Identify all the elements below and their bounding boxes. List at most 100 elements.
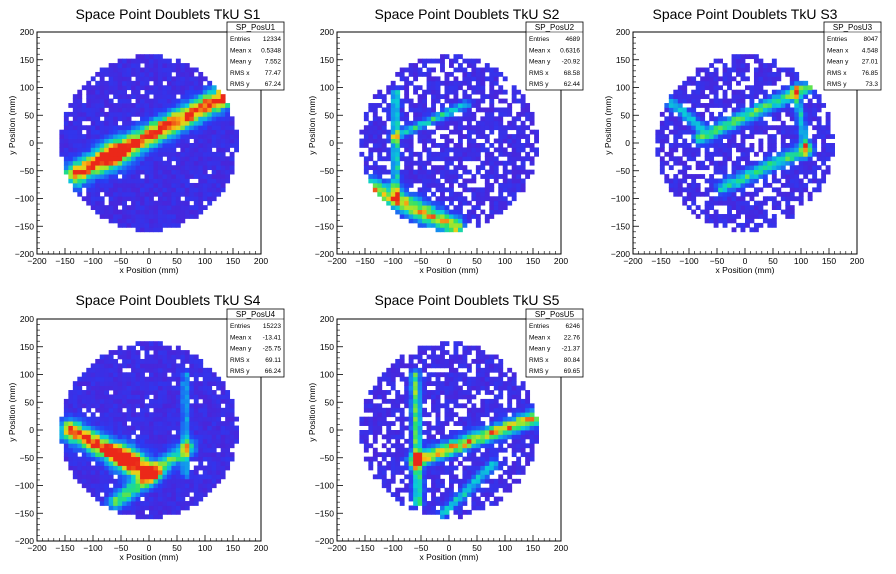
heatmap-cell — [135, 125, 141, 131]
heatmap-cell — [413, 71, 419, 77]
heatmap-cell — [229, 430, 235, 435]
heatmap-cell — [767, 218, 773, 224]
heatmap-cell — [198, 381, 204, 386]
heatmap-cell — [431, 107, 436, 113]
heatmap-cell — [72, 143, 78, 148]
heatmap-cell — [502, 165, 508, 171]
heatmap-cell — [520, 98, 526, 104]
heatmap-cell — [149, 456, 154, 462]
heatmap-cell — [511, 178, 517, 184]
stats-value: -13.41 — [263, 334, 282, 341]
heatmap-cell — [131, 385, 136, 391]
heatmap-cell — [807, 156, 813, 162]
heatmap-cell — [202, 120, 208, 126]
heatmap-cell — [122, 71, 127, 77]
heatmap-cell — [198, 160, 204, 166]
heatmap-cell — [86, 98, 92, 104]
heatmap-cell — [695, 80, 701, 86]
heatmap-cell — [216, 178, 222, 184]
heatmap-cell — [72, 398, 78, 404]
heatmap-cell — [207, 98, 213, 104]
heatmap-cell — [184, 465, 190, 471]
heatmap-cell — [193, 165, 199, 171]
heatmap-cell — [758, 169, 764, 175]
heatmap-cell — [126, 98, 132, 104]
heatmap-cell — [166, 505, 172, 511]
heatmap-cell — [780, 191, 786, 197]
heatmap-cell — [189, 358, 195, 364]
heatmap-cell — [372, 143, 378, 148]
heatmap-cell — [722, 76, 728, 82]
heatmap-cell — [785, 169, 791, 175]
heatmap-cell — [457, 218, 463, 224]
stats-value: 76.85 — [862, 70, 879, 77]
heatmap-cell — [507, 156, 513, 162]
heatmap-cell — [198, 483, 204, 489]
heatmap-cell — [180, 474, 186, 480]
heatmap-cell — [207, 196, 213, 202]
heatmap-cell — [77, 385, 83, 391]
heatmap-cell — [377, 412, 383, 418]
heatmap-cell — [404, 196, 410, 202]
heatmap-cell — [736, 67, 741, 73]
heatmap-cell — [68, 125, 74, 131]
heatmap-cell — [404, 76, 410, 82]
heatmap-cell — [520, 134, 526, 139]
heatmap-cell — [180, 147, 186, 153]
heatmap-cell — [413, 443, 419, 449]
heatmap-cell — [444, 111, 450, 117]
heatmap-cell — [453, 222, 459, 228]
heatmap-cell — [189, 67, 195, 73]
heatmap-cell — [166, 367, 172, 373]
heatmap-cell — [520, 125, 526, 131]
heatmap-cell — [408, 434, 414, 440]
heatmap-cell — [422, 174, 427, 179]
heatmap-cell — [718, 120, 723, 126]
heatmap-cell — [202, 129, 208, 135]
heatmap-cell — [395, 358, 401, 364]
heatmap-cell — [207, 372, 213, 378]
heatmap-cell — [171, 469, 177, 475]
heatmap-cell — [386, 85, 392, 91]
heatmap-cell — [413, 430, 419, 435]
heatmap-cell — [189, 80, 195, 86]
heatmap-cell — [803, 116, 809, 122]
heatmap-cell — [713, 138, 719, 144]
heatmap-cell — [122, 182, 127, 188]
heatmap-cell — [81, 394, 87, 400]
heatmap-cell — [126, 430, 132, 435]
heatmap-cell — [718, 125, 723, 131]
heatmap-cell — [727, 71, 732, 77]
heatmap-cell — [368, 465, 374, 471]
heatmap-cell — [149, 465, 154, 471]
heatmap-cell — [502, 178, 508, 184]
heatmap-cell — [704, 143, 710, 148]
heatmap-cell — [453, 169, 459, 175]
heatmap-cell — [762, 214, 768, 219]
heatmap-cell — [162, 129, 168, 135]
heatmap-cell — [122, 421, 127, 426]
heatmap-cell — [180, 85, 186, 91]
heatmap-cell — [529, 169, 535, 175]
heatmap-cell — [395, 465, 401, 471]
heatmap-cell — [821, 138, 827, 144]
heatmap-cell — [736, 205, 741, 210]
heatmap-cell — [99, 129, 105, 135]
heatmap-cell — [113, 505, 119, 511]
heatmap-cell — [202, 89, 208, 95]
heatmap-cell — [95, 71, 101, 77]
heatmap-cell — [395, 151, 401, 157]
heatmap-cell — [162, 461, 168, 466]
heatmap-cell — [386, 438, 392, 444]
heatmap-cell — [135, 403, 141, 409]
heatmap-cell — [144, 71, 150, 77]
heatmap-cell — [117, 222, 123, 228]
heatmap-cell — [794, 125, 800, 131]
y-tick-label: −50 — [20, 453, 35, 463]
heatmap-cell — [81, 416, 87, 422]
heatmap-cell — [99, 367, 105, 373]
heatmap-cell — [81, 178, 87, 184]
heatmap-cell — [95, 398, 101, 404]
heatmap-cell — [511, 182, 517, 188]
heatmap-cell — [727, 156, 732, 162]
